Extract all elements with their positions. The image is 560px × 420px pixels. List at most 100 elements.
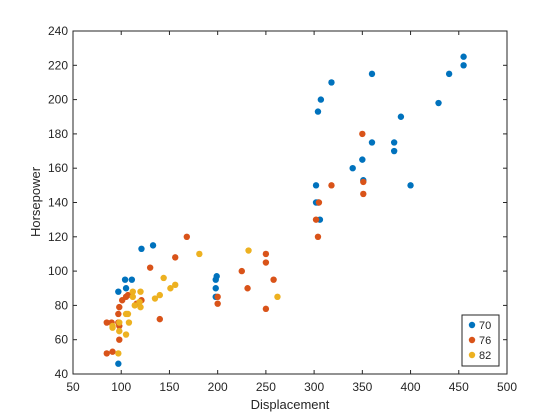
data-point (124, 291, 132, 299)
y-tick-label: 60 (55, 333, 69, 347)
data-point (317, 96, 325, 103)
data-point (359, 130, 366, 138)
data-point (129, 293, 136, 301)
data-point (116, 336, 123, 343)
data-point (109, 322, 116, 330)
y-tick-label: 220 (48, 58, 68, 72)
data-point (138, 245, 145, 253)
y-tick-label: 160 (48, 161, 68, 175)
data-point (312, 182, 320, 189)
data-point (315, 199, 323, 206)
data-point (196, 250, 203, 258)
data-point (460, 53, 467, 60)
x-tick-label: 400 (401, 380, 421, 394)
data-point (213, 273, 220, 280)
data-point (368, 139, 376, 146)
data-point (122, 331, 130, 338)
data-point (115, 310, 122, 318)
data-point (212, 285, 219, 292)
data-point (131, 302, 138, 309)
data-point (109, 348, 116, 355)
data-point (262, 250, 270, 258)
data-point (390, 147, 398, 155)
data-point (274, 293, 281, 301)
legend-marker (468, 351, 476, 359)
data-point (125, 319, 133, 326)
data-point (116, 319, 123, 326)
y-tick-label: 200 (48, 93, 68, 107)
data-point (349, 165, 356, 172)
data-point (116, 303, 123, 311)
y-tick-label: 240 (48, 24, 68, 38)
x-tick-label: 100 (111, 380, 131, 394)
x-tick-label: 450 (449, 380, 469, 394)
data-point (314, 108, 322, 115)
x-tick-label: 200 (208, 380, 228, 394)
data-point (397, 113, 405, 120)
x-tick-label: 150 (159, 380, 179, 394)
data-point (151, 295, 159, 302)
axis-ticks: 50 100 150 200 250 300 350 400 450 500 40 60 80 100 12… (48, 24, 517, 394)
data-point (149, 242, 157, 249)
data-point (270, 276, 277, 283)
data-point (214, 300, 221, 307)
data-point (244, 285, 251, 292)
data-point (262, 259, 270, 266)
data-point (156, 291, 163, 299)
x-tick-label: 350 (352, 380, 372, 394)
data-point (124, 310, 132, 318)
data-point (390, 139, 398, 146)
legend-marker (468, 336, 476, 344)
y-tick-label: 100 (48, 264, 68, 278)
data-point (262, 305, 270, 313)
data-point (115, 350, 122, 357)
legend-label: 70 (479, 320, 491, 332)
data-point (146, 264, 154, 271)
data-point (214, 293, 221, 301)
data-point (103, 319, 110, 326)
data-points (103, 53, 467, 367)
data-point (183, 233, 191, 240)
data-point (156, 315, 163, 323)
legend: 70 76 82 (461, 314, 500, 367)
data-point (245, 247, 252, 254)
data-point (368, 70, 376, 78)
data-point (238, 267, 245, 275)
legend-marker (468, 321, 476, 329)
x-tick-label: 300 (304, 380, 324, 394)
data-point (359, 156, 366, 163)
data-point (116, 327, 123, 335)
series-70 (115, 53, 467, 367)
legend-label: 82 (479, 350, 491, 362)
legend-label: 76 (479, 335, 491, 347)
data-point (115, 360, 122, 367)
y-tick-label: 120 (48, 230, 68, 244)
series-82 (109, 247, 281, 357)
data-point (103, 350, 110, 357)
data-point (460, 62, 467, 69)
data-point (167, 285, 174, 292)
data-point (435, 99, 442, 107)
y-axis-label: Horsepower (28, 166, 43, 237)
data-point (137, 288, 144, 295)
x-tick-label: 250 (256, 380, 276, 394)
data-point (312, 216, 320, 223)
data-point (407, 182, 414, 189)
y-tick-label: 40 (55, 367, 69, 381)
data-point (137, 303, 144, 311)
x-tick-label: 50 (66, 380, 80, 394)
x-tick-label: 500 (497, 380, 517, 394)
x-axis-label: Displacement (251, 397, 330, 412)
data-point (360, 178, 367, 186)
data-point (314, 233, 322, 240)
legend-box (461, 314, 500, 367)
data-point (328, 79, 335, 86)
data-point (445, 70, 453, 78)
data-point (121, 276, 129, 283)
data-point (129, 288, 136, 295)
data-point (360, 190, 367, 198)
data-point (128, 276, 136, 283)
y-tick-label: 80 (55, 298, 69, 312)
y-tick-label: 180 (48, 127, 68, 141)
data-point (115, 288, 122, 295)
